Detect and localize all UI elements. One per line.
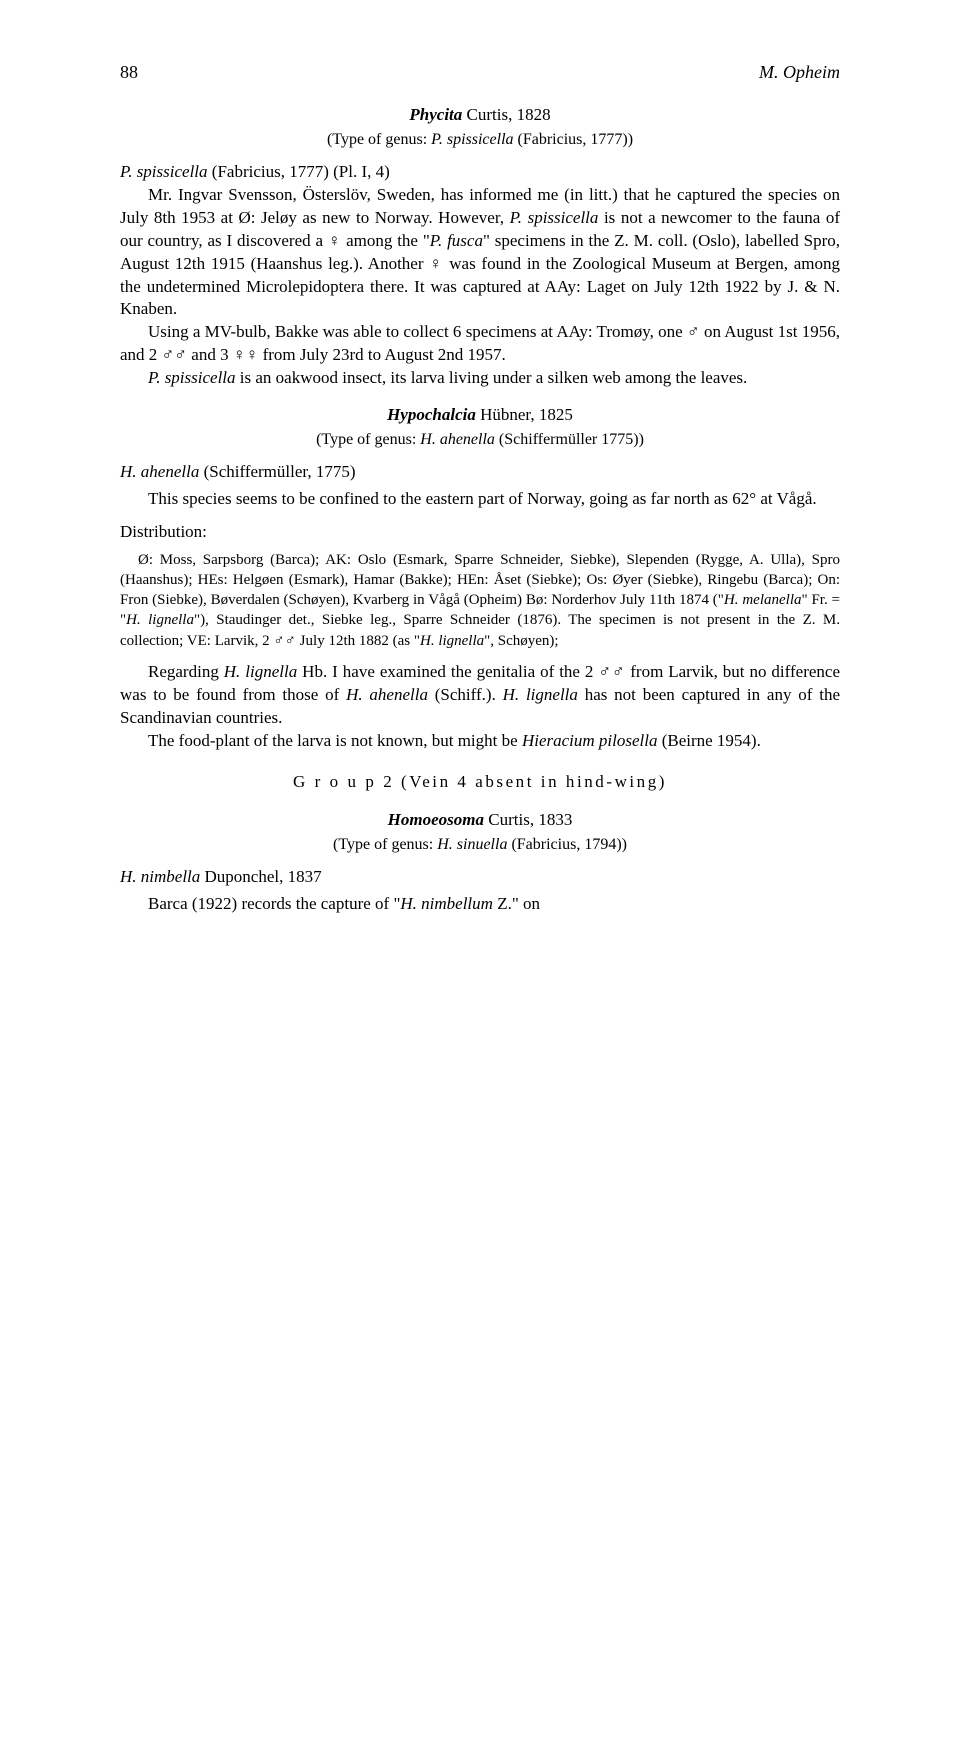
type-prefix: (Type of genus: <box>333 836 437 853</box>
type-species: P. spissicella <box>431 131 513 148</box>
species: H. lignella <box>126 612 194 628</box>
species: H. lignella <box>503 685 578 704</box>
text: Duponchel, 1837 <box>200 867 321 886</box>
page-header: 88 M. Opheim <box>120 60 840 84</box>
species: H. ahenella <box>120 462 199 481</box>
species: H. ahenella <box>346 685 428 704</box>
text: (Schiffermüller, 1775) <box>199 462 355 481</box>
text: ", Schøyen); <box>484 633 558 649</box>
hypochalcia-para1: This species seems to be confined to the… <box>120 488 840 511</box>
species: H. nimbella <box>120 867 200 886</box>
text: Barca (1922) records the capture of " <box>148 894 400 913</box>
type-prefix: (Type of genus: <box>316 431 420 448</box>
group-2-header: G r o u p 2 (Vein 4 absent in hind-wing) <box>120 771 840 794</box>
homoeosoma-species-heading: H. nimbella Duponchel, 1837 <box>120 866 840 889</box>
phycita-para2: Mr. Ingvar Svensson, Österslöv, Sweden, … <box>120 184 840 322</box>
phycita-para3: Using a MV-bulb, Bakke was able to colle… <box>120 321 840 367</box>
type-species: H. sinuella <box>437 836 507 853</box>
species: P. spissicella <box>148 368 236 387</box>
type-suffix: (Schiffermüller 1775)) <box>495 431 644 448</box>
species-after: (Fabricius, 1777) (Pl. I, 4) <box>208 162 390 181</box>
type-line-homoeosoma: (Type of genus: H. sinuella (Fabricius, … <box>120 834 840 856</box>
distribution-label: Distribution: <box>120 521 840 544</box>
species: P. spissicella <box>510 208 599 227</box>
text: The food-plant of the larva is not known… <box>148 731 522 750</box>
species: H. nimbellum <box>400 894 493 913</box>
text: is an oakwood insect, its larva living u… <box>236 368 748 387</box>
text: Z." on <box>493 894 540 913</box>
phycita-species-line: P. spissicella (Fabricius, 1777) (Pl. I,… <box>120 161 840 184</box>
genus-header-hypochalcia: Hypochalcia Hübner, 1825 <box>120 404 840 427</box>
genus-header-homoeosoma: Homoeosoma Curtis, 1833 <box>120 809 840 832</box>
page-number: 88 <box>120 60 138 84</box>
species: H. lignella <box>420 633 484 649</box>
species: P. fusca <box>430 231 483 250</box>
species: H. melanella <box>724 592 802 608</box>
species: Hieracium pilosella <box>522 731 658 750</box>
hypochalcia-para3: The food-plant of the larva is not known… <box>120 730 840 753</box>
genus-rest: Curtis, 1828 <box>462 105 550 124</box>
type-species: H. ahenella <box>420 431 495 448</box>
genus-rest: Hübner, 1825 <box>476 405 573 424</box>
genus-name: Phycita <box>409 105 462 124</box>
type-suffix: (Fabricius, 1794)) <box>507 836 627 853</box>
phycita-para4: P. spissicella is an oakwood insect, its… <box>120 367 840 390</box>
distribution-text: Ø: Moss, Sarpsborg (Barca); AK: Oslo (Es… <box>120 550 840 651</box>
species: H. lignella <box>224 662 297 681</box>
type-line-hypochalcia: (Type of genus: H. ahenella (Schiffermül… <box>120 429 840 451</box>
genus-rest: Curtis, 1833 <box>484 810 572 829</box>
species-name: P. spissicella <box>120 162 208 181</box>
type-prefix: (Type of genus: <box>327 131 431 148</box>
hypochalcia-para2: Regarding H. lignella Hb. I have examine… <box>120 661 840 730</box>
text: Regarding <box>148 662 224 681</box>
text: (Schiff.). <box>428 685 503 704</box>
homoeosoma-para1: Barca (1922) records the capture of "H. … <box>120 893 840 916</box>
type-line-phycita: (Type of genus: P. spissicella (Fabriciu… <box>120 129 840 151</box>
text: (Beirne 1954). <box>657 731 760 750</box>
genus-name: Homoeosoma <box>388 810 484 829</box>
hypochalcia-species-heading: H. ahenella (Schiffermüller, 1775) <box>120 461 840 484</box>
genus-header-phycita: Phycita Curtis, 1828 <box>120 104 840 127</box>
author-header: M. Opheim <box>759 60 840 84</box>
genus-name: Hypochalcia <box>387 405 476 424</box>
type-suffix: (Fabricius, 1777)) <box>514 131 634 148</box>
